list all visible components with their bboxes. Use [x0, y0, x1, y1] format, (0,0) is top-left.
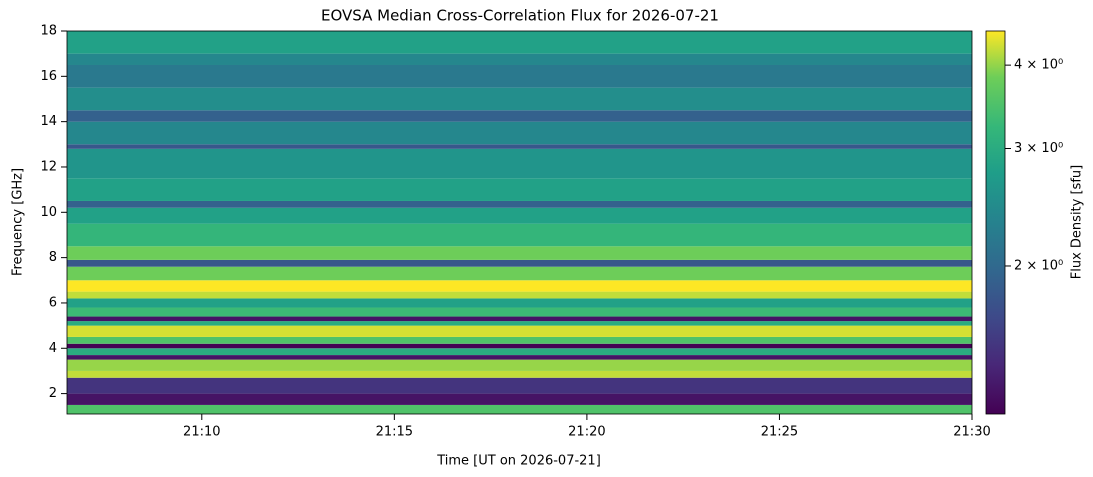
heatmap-cell: [67, 121, 972, 145]
heatmap-cell: [67, 404, 972, 414]
y-tick-label: 6: [49, 295, 57, 310]
colorbar: [985, 30, 1006, 415]
heatmap-cell: [67, 316, 972, 322]
heatmap-cell: [67, 200, 972, 208]
heatmap-cell: [67, 246, 972, 260]
heatmap-cell: [67, 148, 972, 179]
x-tick-label: 21:15: [376, 425, 413, 440]
heatmap-cell: [67, 53, 972, 65]
y-axis-label: Frequency [GHz]: [11, 168, 26, 276]
x-tick-label: 21:10: [183, 425, 220, 440]
heatmap-cell: [67, 31, 972, 54]
colorbar-label: Flux Density [sfu]: [1070, 165, 1085, 279]
y-tick-label: 8: [49, 250, 57, 265]
heatmap-cell: [67, 355, 972, 360]
y-tick-label: 4: [49, 341, 57, 356]
heatmap-cell: [67, 291, 972, 299]
colorbar-tick-label: 3 × 10⁰: [1014, 141, 1063, 156]
heatmap-cell: [67, 223, 972, 247]
heatmap-cell: [67, 321, 972, 326]
heatmap-cell: [67, 298, 972, 308]
heatmap-cell: [67, 359, 972, 371]
plot-area: [67, 31, 972, 414]
chart-title: EOVSA Median Cross-Correlation Flux for …: [321, 7, 719, 25]
heatmap-cell: [67, 307, 972, 317]
y-tick-label: 16: [40, 69, 57, 84]
x-axis-label: Time [UT on 2026-07-21]: [436, 454, 601, 469]
colorbar-tick-label: 4 × 10⁰: [1014, 58, 1063, 73]
heatmap-cell: [67, 178, 972, 201]
heatmap-cell: [67, 393, 972, 405]
heatmap-cell: [67, 336, 972, 344]
heatmap-cell: [67, 87, 972, 111]
heatmap-cell: [67, 207, 972, 224]
heatmap-cell: [67, 377, 972, 394]
heatmap-cell: [67, 348, 972, 356]
heatmap-cell: [67, 266, 972, 281]
plot-frame: [66, 30, 973, 415]
heatmap-cell: [67, 280, 972, 292]
x-tick-label: 21:30: [953, 425, 990, 440]
y-tick-label: 2: [49, 386, 57, 401]
heatmap-cell: [67, 144, 972, 149]
heatmap-cell: [67, 259, 972, 267]
heatmap-cell: [67, 343, 972, 349]
y-tick-label: 14: [40, 114, 57, 129]
y-tick-label: 18: [40, 24, 57, 39]
heatmap-cell: [67, 370, 972, 378]
colorbar-tick-label: 2 × 10⁰: [1014, 258, 1063, 273]
heatmap-cell: [67, 325, 972, 337]
heatmap-cell: [67, 110, 972, 122]
y-tick-label: 10: [40, 205, 57, 220]
x-tick-label: 21:25: [761, 425, 798, 440]
x-tick-label: 21:20: [568, 425, 605, 440]
y-tick-label: 12: [40, 159, 57, 174]
heatmap-cell: [67, 64, 972, 88]
